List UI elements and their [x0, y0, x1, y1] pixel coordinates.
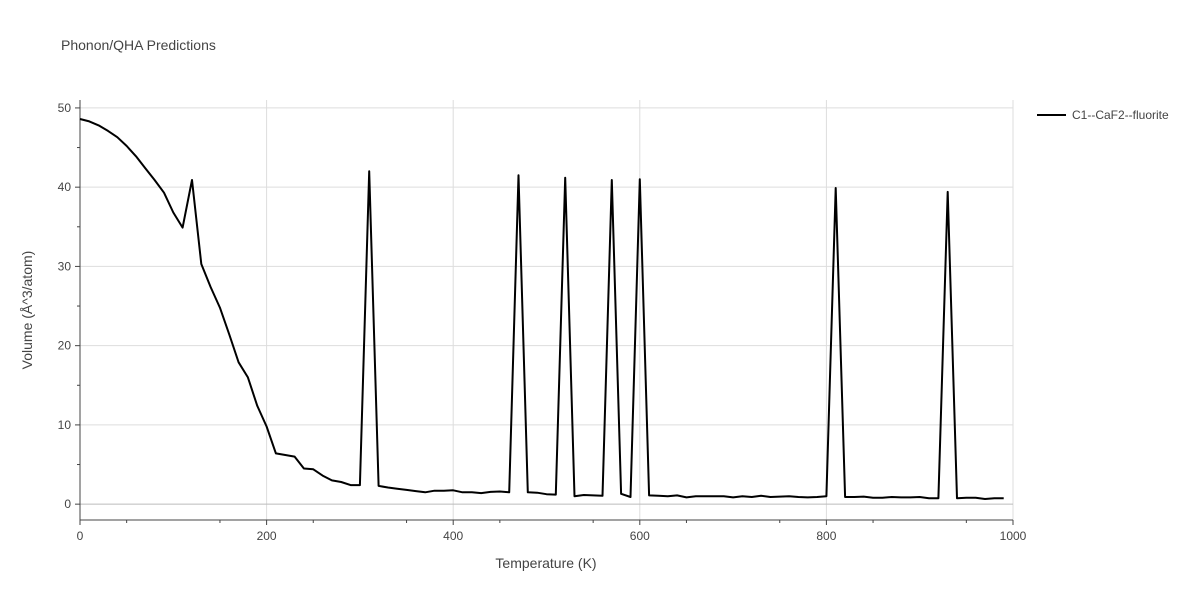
- series-line-0: [79, 118, 1004, 500]
- legend-item-label[interactable]: C1--CaF2--fluorite: [1072, 108, 1169, 122]
- x-tick-label: 800: [816, 529, 836, 543]
- x-tick-label: 200: [257, 529, 277, 543]
- y-tick-label: 50: [58, 101, 72, 115]
- axes: [75, 100, 1014, 525]
- y-tick-label: 40: [58, 180, 72, 194]
- x-tick-label: 600: [630, 529, 650, 543]
- x-axis-title: Temperature (K): [495, 555, 596, 571]
- y-axis-title: Volume (Å^3/atom): [19, 251, 35, 370]
- y-tick-label: 30: [58, 259, 72, 273]
- x-tick-label: 0: [77, 529, 84, 543]
- y-tick-label: 0: [64, 497, 71, 511]
- y-tick-label: 10: [58, 418, 72, 432]
- series-lines: [79, 118, 1004, 500]
- tick-labels: 0 200 400 600 800 1000 0 10 20 30 40 50: [58, 101, 1027, 543]
- legend[interactable]: C1--CaF2--fluorite: [1037, 108, 1169, 122]
- grid-lines: [80, 100, 1014, 520]
- x-tick-label: 400: [443, 529, 463, 543]
- y-tick-label: 20: [58, 339, 72, 353]
- chart-title: Phonon/QHA Predictions: [61, 37, 216, 53]
- x-tick-label: 1000: [1000, 529, 1027, 543]
